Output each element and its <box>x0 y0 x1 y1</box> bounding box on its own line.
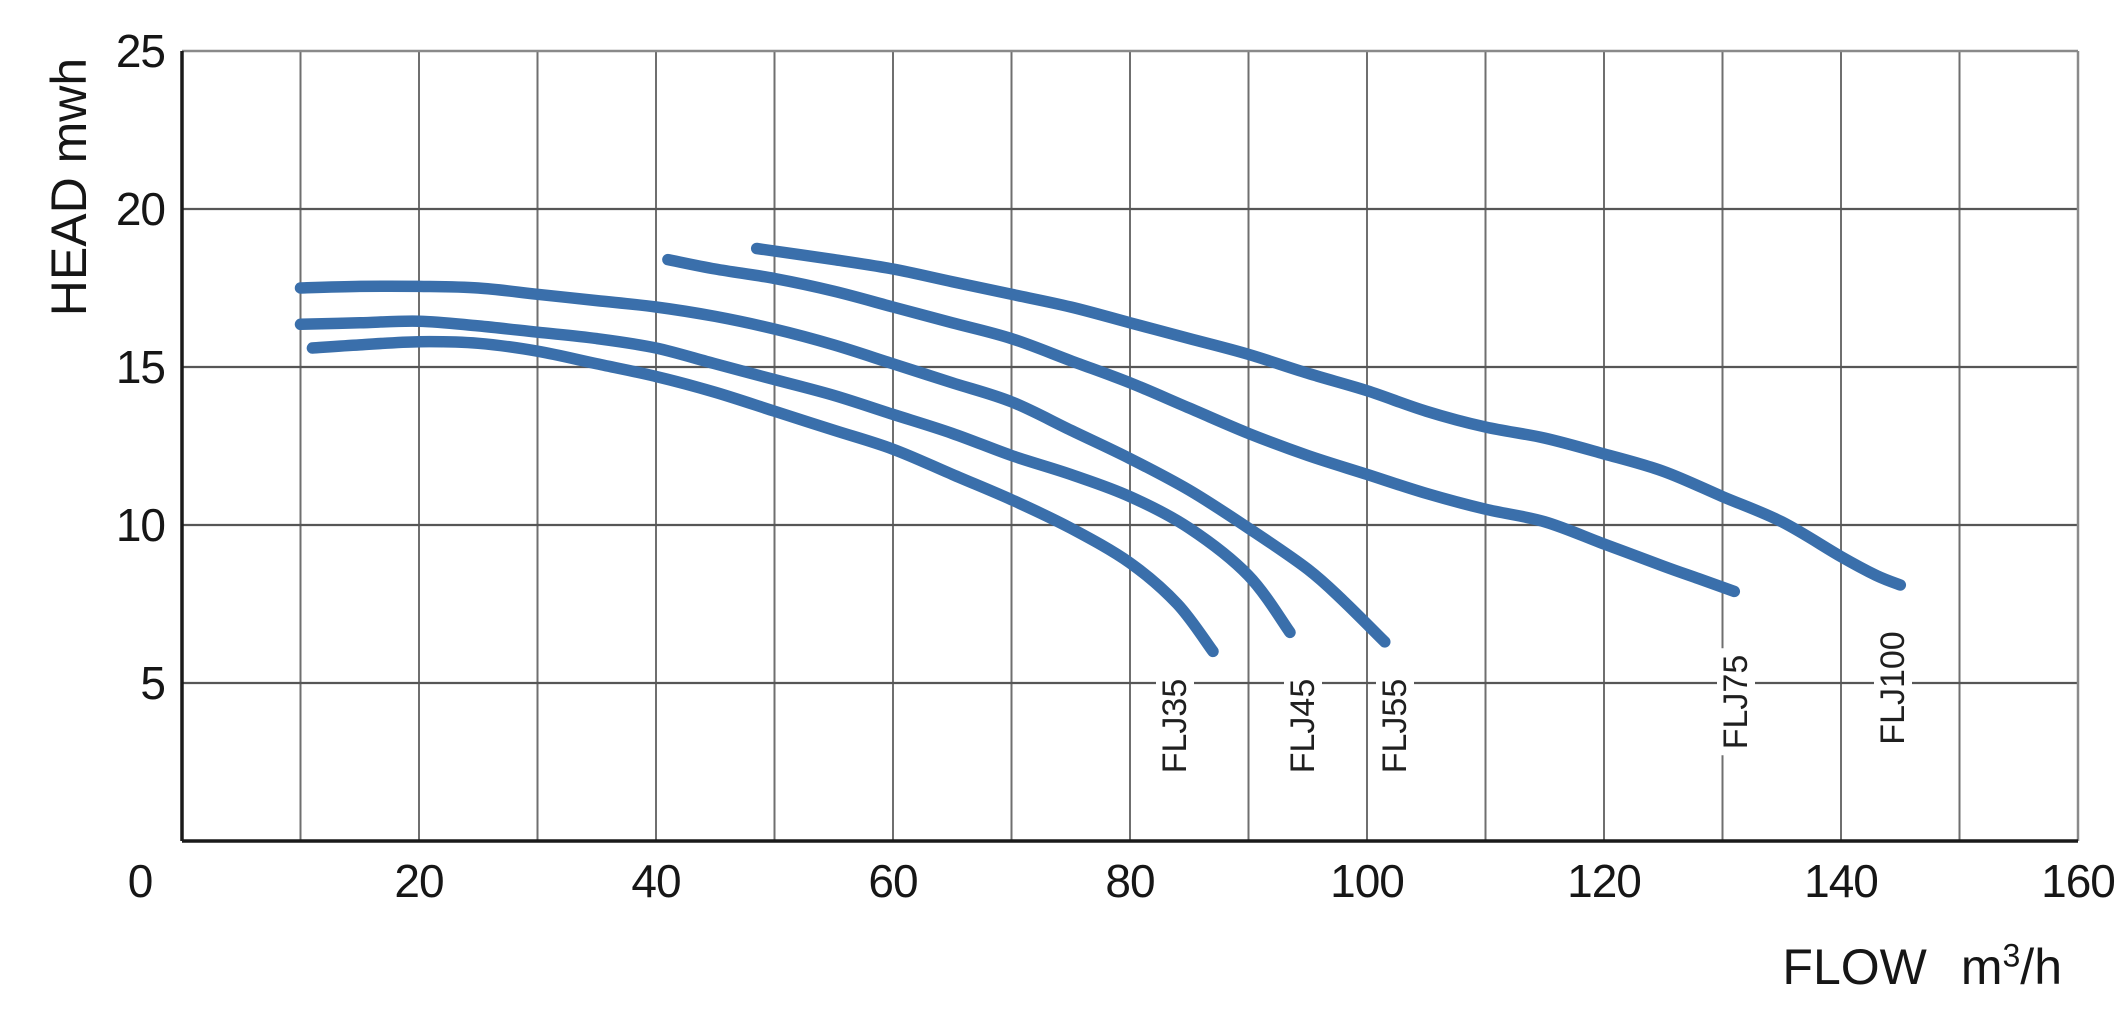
x-tick-label: 40 <box>631 855 681 907</box>
curve-flj100 <box>750 242 1907 591</box>
x-tick-label: 0 <box>127 855 154 907</box>
curve-label-flj45: FLJ45 <box>1284 672 1322 779</box>
x-tick-label: 60 <box>868 855 918 907</box>
curve-flj45 <box>294 315 1296 639</box>
curve-label-flj55: FLJ55 <box>1376 672 1415 779</box>
x-axis-title-text: FLOW <box>1782 939 1927 995</box>
x-axis-unit-suffix: /h <box>2020 939 2062 995</box>
x-tick-label: 100 <box>1330 855 1405 907</box>
curve-label-flj35: FLJ35 <box>1156 672 1195 779</box>
y-tick-label: 15 <box>115 341 166 393</box>
curve-flj75 <box>662 253 1741 598</box>
curve-flj55 <box>294 280 1391 648</box>
y-tick-label: 25 <box>115 25 166 77</box>
y-tick-label: 10 <box>115 499 166 551</box>
curve-label-flj100: FLJ100 <box>1874 625 1913 751</box>
x-axis-unit-base: m <box>1960 939 2003 995</box>
x-axis-title: FLOW m3/h <box>1782 939 2062 995</box>
curve-label-flj75: FLJ75 <box>1716 648 1755 756</box>
x-tick-label: 80 <box>1105 855 1155 907</box>
curve-flj35 <box>306 335 1219 658</box>
x-tick-label: 160 <box>2041 855 2116 907</box>
y-tick-label: 20 <box>115 183 166 235</box>
x-tick-label: 140 <box>1804 855 1879 907</box>
x-tick-label: 120 <box>1567 855 1642 907</box>
x-tick-label: 20 <box>394 855 444 907</box>
y-tick-label: 5 <box>140 657 166 709</box>
x-axis-unit-exponent: 3 <box>2002 937 2021 974</box>
